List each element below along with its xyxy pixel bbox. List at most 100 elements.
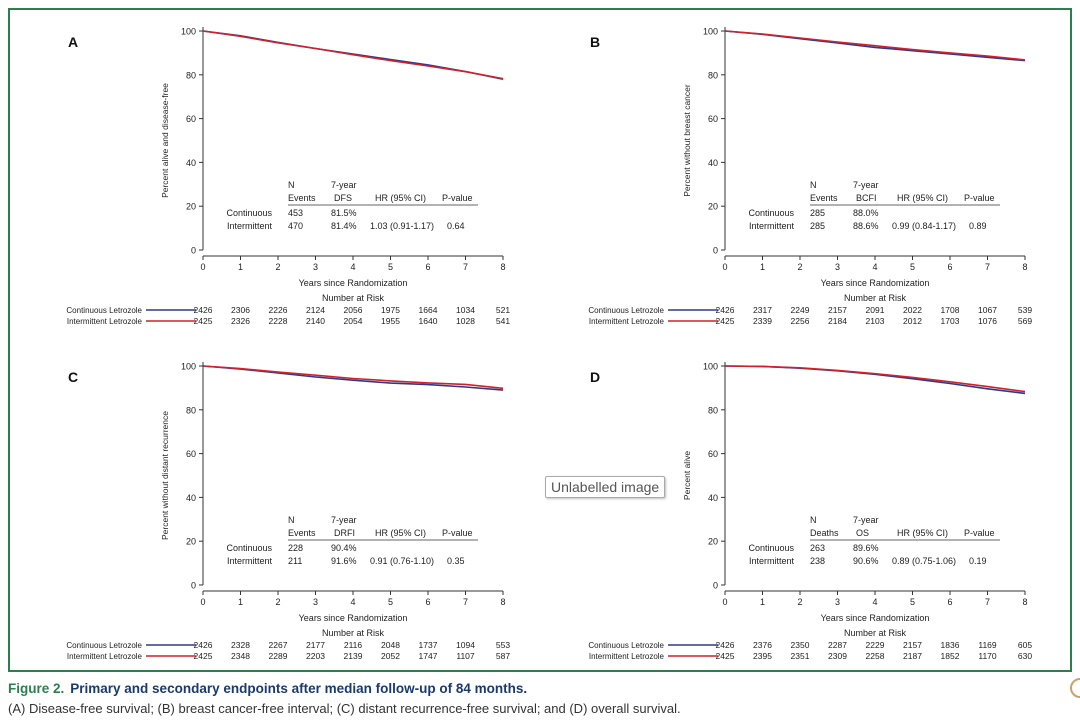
panel-c-risk-value: 2348	[231, 651, 250, 661]
panel-b-risk-value: 2249	[791, 305, 810, 315]
panel-d-risk-value: 2426	[716, 640, 735, 650]
panel-c-risk-title: Number at Risk	[322, 628, 385, 638]
panel-d-x-tick-label: 4	[872, 597, 877, 607]
panel-d-y-tick-label: 20	[708, 537, 718, 547]
panel-c-y-axis-title: Percent without distant recurrence	[160, 411, 170, 540]
panel-a-series-intermittent	[202, 30, 504, 80]
panel-d-y-axis-title: Percent alive	[682, 451, 692, 500]
panel-d-risk-value: 630	[1018, 651, 1032, 661]
panel-a-risk-value: 2326	[231, 316, 250, 326]
panel-b-risk-value: 2091	[866, 305, 885, 315]
panel-a-table-header-p: P-value	[442, 193, 473, 203]
panel-a-risk-value: 1664	[419, 305, 438, 315]
panel-c-risk-value: 2116	[344, 640, 363, 650]
panel-b-x-tick-label: 5	[910, 262, 915, 272]
panel-a-x-tick-label: 7	[463, 262, 468, 272]
panel-b-risk-value: 539	[1018, 305, 1032, 315]
panel-b-x-tick-label: 1	[760, 262, 765, 272]
panel-c-table-header-p: P-value	[442, 528, 473, 538]
panel-b-risk-title: Number at Risk	[844, 293, 907, 303]
panel-c-risk-value: 2177	[306, 640, 325, 650]
panel-d-risk-value: 2287	[828, 640, 847, 650]
panel-a-table-rate: 81.4%	[331, 221, 357, 231]
panel-a-table-header-year: 7-year	[331, 180, 357, 190]
panel-c-risk-value: 2203	[306, 651, 325, 661]
panel-d-risk-value: 1170	[978, 651, 997, 661]
panel-d-table-n: 263	[810, 543, 825, 553]
panel-b-y-tick-label: 60	[708, 114, 718, 124]
panel-a-risk-value: 2226	[269, 305, 288, 315]
panel-d-table-rate: 89.6%	[853, 543, 879, 553]
panel-b-risk-value: 1067	[978, 305, 997, 315]
panel-a-risk-value: 2054	[344, 316, 363, 326]
panel-a-risk-value: 1640	[419, 316, 438, 326]
panel-d-x-tick-label: 0	[722, 597, 727, 607]
panel-c-table-header-hr: HR (95% CI)	[375, 528, 426, 538]
panel-d-table-header-events: Deaths	[810, 528, 839, 538]
panel-c-risk-value: 1094	[456, 640, 475, 650]
panel-b-risk-row-label: Continuous Letrozole	[588, 306, 664, 315]
panel-a-risk-value: 521	[496, 305, 510, 315]
panel-c-x-tick-label: 7	[463, 597, 468, 607]
panel-c-table-header-rate: DRFI	[334, 528, 355, 538]
panel-a-risk-value: 1028	[456, 316, 475, 326]
panel-a-risk-value: 2056	[344, 305, 363, 315]
panel-d-table-p: 0.19	[969, 556, 987, 566]
panel-a-risk-value: 1034	[456, 305, 475, 315]
panel-b-table-header-p: P-value	[964, 193, 995, 203]
panel-b-table-header-events: Events	[810, 193, 838, 203]
panel-b-risk-value: 2103	[866, 316, 885, 326]
panel-a-table-header-events: Events	[288, 193, 316, 203]
panel-a-risk-value: 2140	[306, 316, 325, 326]
panel-d-table-header-hr: HR (95% CI)	[897, 528, 948, 538]
panel-a-y-tick-label: 20	[186, 202, 196, 212]
panel-d-table-n: 238	[810, 556, 825, 566]
panel-b-risk-value: 2256	[791, 316, 810, 326]
panel-a-x-tick-label: 5	[388, 262, 393, 272]
panel-d-risk-row-label: Intermittent Letrozole	[589, 652, 665, 661]
panel-b-risk-value: 2339	[753, 316, 772, 326]
panel-c-risk-value: 2426	[194, 640, 213, 650]
panel-d-risk-value: 2425	[716, 651, 735, 661]
panel-a-x-tick-label: 2	[275, 262, 280, 272]
panel-a-risk-title: Number at Risk	[322, 293, 385, 303]
panel-c-y-tick-label: 0	[191, 581, 196, 591]
panel-a-x-axis-title: Years since Randomization	[299, 278, 408, 288]
panel-d-x-tick-label: 1	[760, 597, 765, 607]
panel-d-y-tick-label: 0	[713, 581, 718, 591]
panel-b-risk-value: 2317	[753, 305, 772, 315]
panel-a-risk-row-label: Intermittent Letrozole	[67, 317, 143, 326]
panel-d-risk-row-label: Continuous Letrozole	[588, 641, 664, 650]
panel-c-y-tick-label: 60	[186, 449, 196, 459]
unlabelled-image-badge[interactable]: Unlabelled image	[545, 476, 666, 498]
panel-b-table-header-hr: HR (95% CI)	[897, 193, 948, 203]
panel-b-x-tick-label: 6	[947, 262, 952, 272]
panel-d-x-tick-label: 2	[797, 597, 802, 607]
panel-b-risk-row-label: Intermittent Letrozole	[589, 317, 665, 326]
panel-a-risk-value: 1975	[381, 305, 400, 315]
panel-d-x-tick-label: 3	[835, 597, 840, 607]
panel-b-risk-value: 1076	[978, 316, 997, 326]
panel-d-x-tick-label: 7	[985, 597, 990, 607]
panel-b-risk-value: 2184	[828, 316, 847, 326]
panel-b-table-hr: 0.99 (0.84-1.17)	[892, 221, 956, 231]
panel-c-risk-value: 2048	[381, 640, 400, 650]
panel-c-table-header-year: 7-year	[331, 515, 357, 525]
panel-c-x-tick-label: 0	[200, 597, 205, 607]
panel-d-risk-value: 2395	[753, 651, 772, 661]
panel-d-y-tick-label: 60	[708, 449, 718, 459]
panel-d-table-hr: 0.89 (0.75-1.06)	[892, 556, 956, 566]
panel-d-y-tick-label: 100	[703, 362, 718, 372]
panel-a-risk-value: 2425	[194, 316, 213, 326]
panel-a-table-group: Intermittent	[227, 221, 273, 231]
panel-c-x-tick-label: 1	[238, 597, 243, 607]
panel-d-risk-value: 2258	[866, 651, 885, 661]
figure-frame	[8, 8, 1072, 672]
panel-b-series-intermittent	[724, 30, 1026, 61]
panel-b-risk-value: 1708	[941, 305, 960, 315]
panel-d-table-header-p: P-value	[964, 528, 995, 538]
panel-c-series-intermittent	[202, 365, 504, 390]
panel-a-risk-value: 2306	[231, 305, 250, 315]
panel-b-table-n: 285	[810, 221, 825, 231]
panel-d-table-group: Continuous	[748, 543, 794, 553]
